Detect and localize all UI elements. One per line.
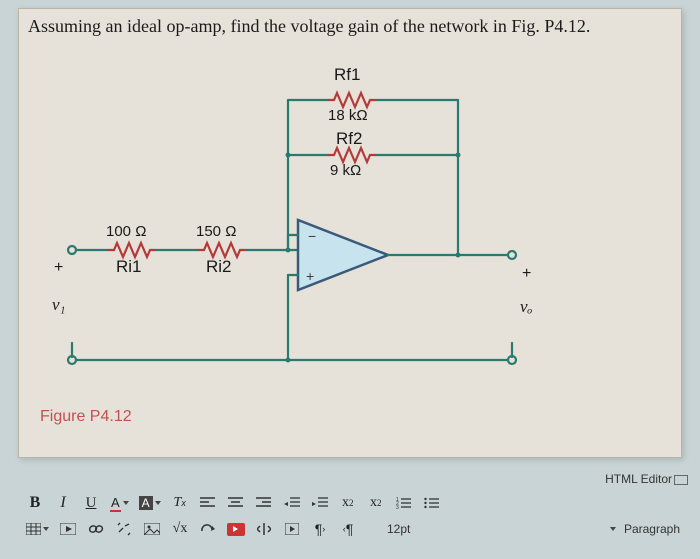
expand-button[interactable] <box>255 519 273 539</box>
bold-button[interactable]: B <box>26 493 44 513</box>
ri2-label: Ri2 <box>206 257 232 276</box>
rf2-value: 9 kΩ <box>330 162 361 179</box>
figure-caption: Figure P4.12 <box>40 408 132 426</box>
ri1-value: 100 Ω <box>106 223 146 240</box>
media-button[interactable] <box>59 519 77 539</box>
toolbar-row-2: √x ¶› ‹¶ 12pt Paragraph <box>18 516 688 542</box>
ri2-value: 150 Ω <box>196 223 236 240</box>
svg-text:−: − <box>308 228 316 244</box>
ltr-button[interactable]: ¶› <box>311 519 329 539</box>
italic-button[interactable]: I <box>54 493 72 513</box>
vout-plus: + <box>522 265 531 282</box>
play-button[interactable] <box>283 519 301 539</box>
highlight-button[interactable]: A <box>139 493 161 513</box>
editor-toolbar: B I U A A Tx x2 x2 123 √x ¶› ‹¶ 12pt Par… <box>18 490 688 542</box>
html-editor-label[interactable]: HTML Editor <box>605 472 688 486</box>
rf1-label: Rf1 <box>334 65 360 84</box>
align-right-button[interactable] <box>255 493 273 513</box>
circuit-diagram: − + Rf1 18 kΩ Rf2 9 kΩ 100 Ω Ri1 150 <box>28 60 668 400</box>
rf2-label: Rf2 <box>336 129 362 148</box>
clear-format-button[interactable]: Tx <box>171 493 189 513</box>
link-button[interactable] <box>87 519 105 539</box>
font-color-button[interactable]: A <box>110 493 129 513</box>
vout-label: vₒ <box>520 297 533 316</box>
fontsize-select[interactable]: 12pt <box>387 522 410 536</box>
redo-button[interactable] <box>199 519 217 539</box>
ordered-list-button[interactable]: 123 <box>395 493 413 513</box>
rf1-value: 18 kΩ <box>328 107 368 124</box>
subscript-button[interactable]: x2 <box>367 493 385 513</box>
unordered-list-button[interactable] <box>423 493 441 513</box>
superscript-button[interactable]: x2 <box>339 493 357 513</box>
align-center-button[interactable] <box>227 493 245 513</box>
indent-button[interactable] <box>311 493 329 513</box>
question-prompt: Assuming an ideal op-amp, find the volta… <box>28 14 658 38</box>
youtube-button[interactable] <box>227 519 245 539</box>
outdent-button[interactable] <box>283 493 301 513</box>
equation-button[interactable]: √x <box>171 519 189 539</box>
vin-plus: + <box>54 259 63 276</box>
svg-text:3: 3 <box>396 505 399 509</box>
svg-text:+: + <box>306 268 314 284</box>
vin-label: v₁ <box>52 295 65 314</box>
rtl-button[interactable]: ‹¶ <box>339 519 357 539</box>
unlink-button[interactable] <box>115 519 133 539</box>
table-button[interactable] <box>26 519 49 539</box>
paragraph-select[interactable]: Paragraph <box>608 519 680 539</box>
align-left-button[interactable] <box>199 493 217 513</box>
underline-button[interactable]: U <box>82 493 100 513</box>
toolbar-row-1: B I U A A Tx x2 x2 123 <box>18 490 688 516</box>
ri1-label: Ri1 <box>116 257 142 276</box>
image-button[interactable] <box>143 519 161 539</box>
